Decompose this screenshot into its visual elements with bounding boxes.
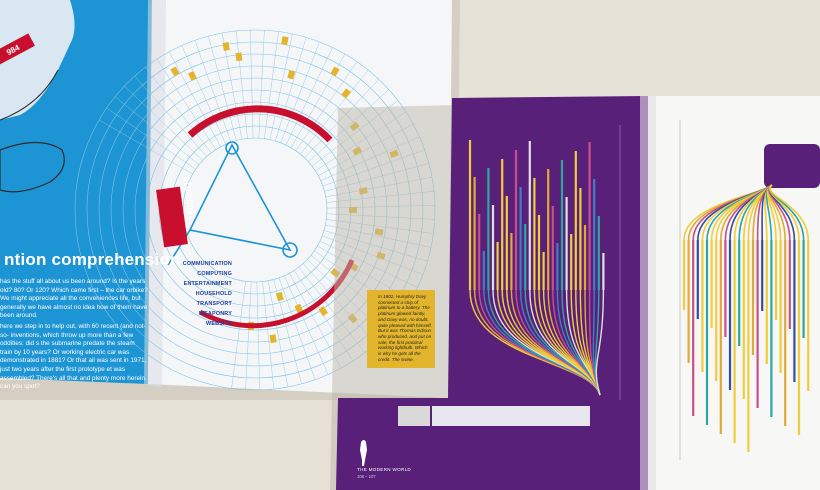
timeline-cell bbox=[188, 70, 197, 81]
category-entertainment: ENTERTAINMENT bbox=[183, 281, 232, 287]
figure-silhouette-icon bbox=[360, 440, 367, 466]
timeline-spoke bbox=[245, 281, 252, 390]
footer-page-numbers: 106 – 107 bbox=[357, 474, 376, 479]
timeline-spoke bbox=[256, 281, 260, 390]
purple-page bbox=[336, 96, 648, 490]
category-communication: COMMUNICATION bbox=[182, 261, 232, 267]
timeline-spoke bbox=[194, 40, 232, 143]
timeline-spoke bbox=[168, 51, 221, 147]
timeline-spoke bbox=[134, 76, 207, 157]
timeline-spoke bbox=[275, 37, 307, 142]
timeline-spoke bbox=[300, 69, 369, 155]
timeline-spoke bbox=[106, 107, 196, 170]
timeline-cell bbox=[269, 334, 277, 344]
timeline-cell bbox=[222, 42, 230, 51]
white-page-bars bbox=[682, 184, 810, 452]
category-transport: TRANSPORT bbox=[196, 301, 232, 307]
purple-flow-line bbox=[595, 289, 605, 396]
timeline-spoke bbox=[289, 273, 342, 369]
timeline-cell bbox=[281, 36, 289, 46]
right-spread bbox=[330, 96, 820, 490]
timeline-spoke bbox=[124, 85, 203, 161]
category-household: HOUSEHOLD bbox=[195, 291, 232, 297]
timeline-spoke bbox=[145, 67, 212, 154]
timeline-spoke bbox=[285, 47, 333, 146]
timeline-spoke bbox=[221, 32, 243, 140]
timeline-spoke bbox=[235, 30, 248, 139]
category-website: WEBSITE bbox=[206, 321, 232, 327]
body-paragraph: here we step in to help out, with 60 rec… bbox=[0, 323, 147, 391]
timeline-spoke bbox=[208, 36, 237, 141]
timeline-cell bbox=[235, 52, 243, 62]
intro-paragraph: has the stuff all about us been around? … bbox=[0, 278, 148, 320]
timeline-spoke bbox=[264, 31, 279, 139]
timeline-spoke bbox=[278, 277, 316, 380]
timeline-spoke bbox=[231, 281, 246, 389]
timeline-spoke bbox=[295, 61, 358, 151]
timeline-cell bbox=[330, 66, 340, 77]
category-weaponry: WEAPONRY bbox=[198, 311, 232, 317]
timeline-cell bbox=[275, 291, 284, 302]
timeline-cell bbox=[294, 303, 304, 314]
white-flow-line bbox=[769, 184, 809, 241]
timeline-spoke bbox=[269, 33, 293, 140]
category-computing: COMPUTING bbox=[197, 271, 232, 277]
section-headline: ntion comprehension bbox=[4, 250, 181, 269]
timeline-cell bbox=[170, 66, 180, 77]
grey-box-1 bbox=[398, 406, 430, 426]
timeline-spoke bbox=[262, 281, 275, 390]
timeline-spoke bbox=[114, 96, 200, 165]
tap-illustration: 984 bbox=[0, 0, 75, 193]
timeline-spoke bbox=[250, 30, 254, 139]
callout-text: In 1802, Humphry Davy connected a strip … bbox=[378, 294, 432, 362]
timeline-spoke bbox=[258, 30, 265, 139]
timeline-spoke bbox=[267, 280, 289, 388]
timeline-spoke bbox=[284, 275, 329, 375]
purple-page-bars bbox=[468, 140, 605, 396]
timeline-spoke bbox=[280, 41, 320, 143]
callout-box bbox=[367, 290, 435, 368]
timeline-spoke bbox=[181, 45, 226, 145]
timeline-cell bbox=[287, 70, 296, 80]
purple-tab bbox=[764, 144, 820, 188]
timeline-cell bbox=[318, 306, 328, 317]
timeline-cell bbox=[341, 88, 351, 99]
timeline-spoke bbox=[156, 58, 216, 150]
footer-title: THE MODERN WORLD bbox=[357, 467, 412, 472]
grey-box-2 bbox=[432, 406, 590, 426]
timeline-spoke bbox=[99, 119, 193, 175]
